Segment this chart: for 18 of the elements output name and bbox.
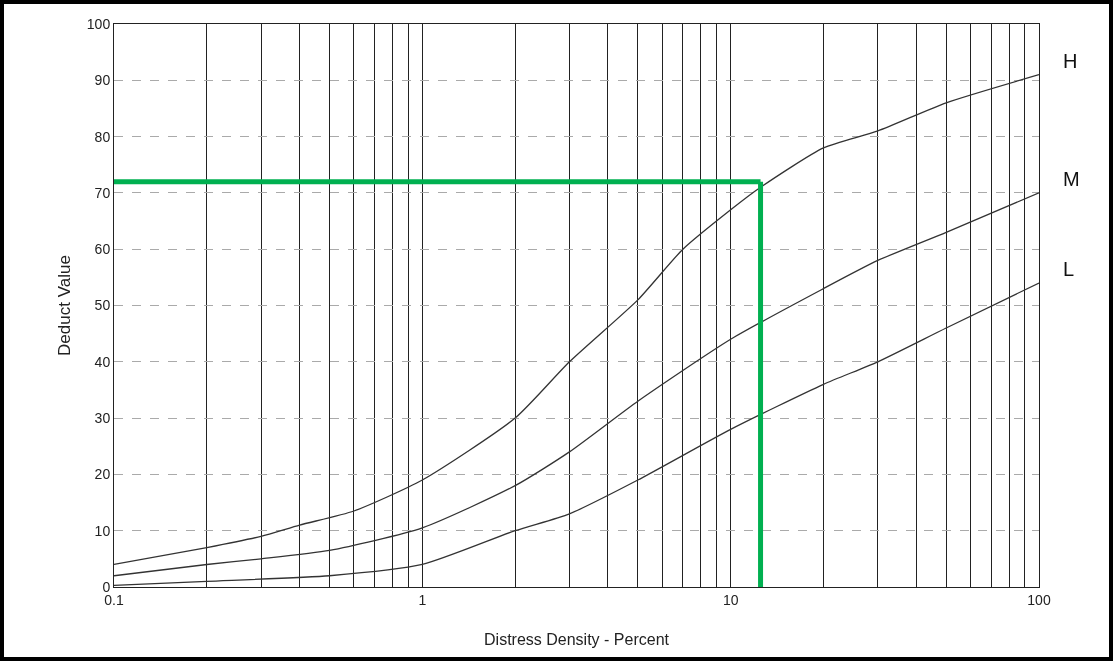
- y-tick-label: 80: [94, 128, 111, 145]
- y-tick-label: 10: [94, 522, 111, 539]
- y-axis-title: Deduct Value: [55, 255, 74, 356]
- y-tick-label: 40: [94, 353, 111, 370]
- y-tick-label: 50: [94, 297, 111, 314]
- series-label: H: [1063, 50, 1078, 72]
- series-label: L: [1063, 258, 1075, 280]
- y-tick-label: 70: [94, 184, 111, 201]
- x-tick-label: 1: [418, 591, 427, 608]
- y-tick-label: 60: [94, 241, 111, 258]
- series-label: M: [1063, 168, 1080, 190]
- y-tick-label: 90: [94, 72, 111, 89]
- x-axis-title: Distress Density - Percent: [484, 631, 670, 648]
- x-tick-label: 100: [1027, 591, 1051, 608]
- x-tick-label: 10: [722, 591, 739, 608]
- y-tick-label: 100: [86, 15, 111, 32]
- y-tick-label: 30: [94, 410, 111, 426]
- y-tick-label: 20: [94, 466, 111, 483]
